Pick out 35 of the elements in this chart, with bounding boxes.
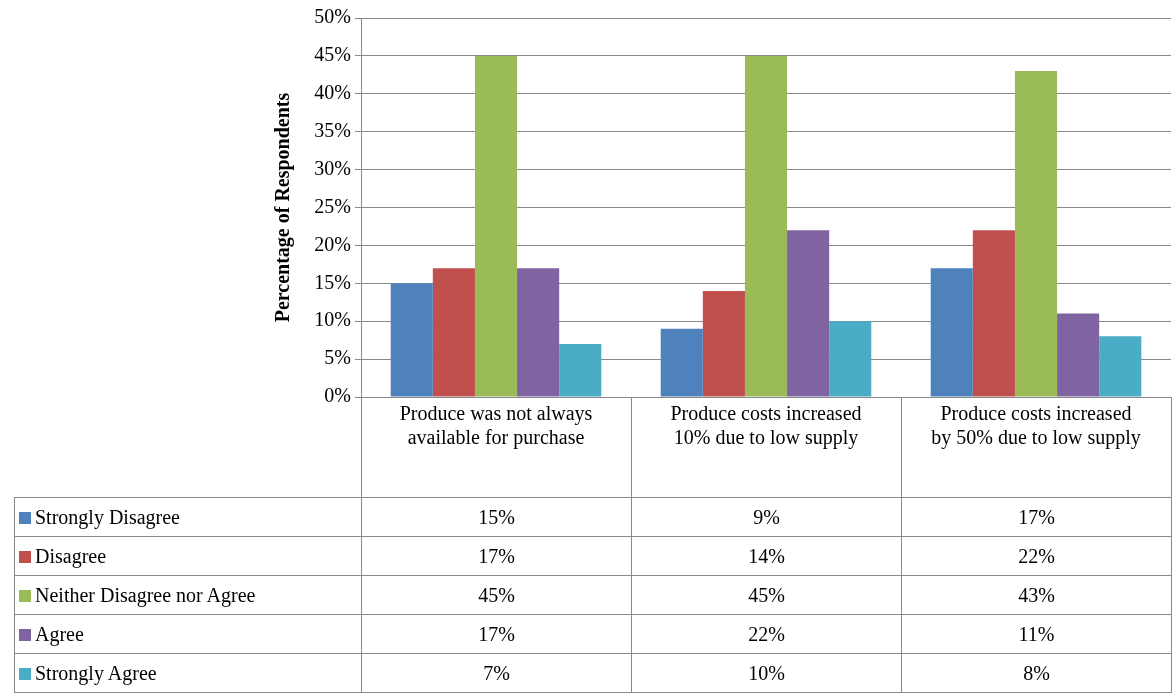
y-tick-label: 35% [314,118,351,141]
data-label: 14% [631,536,902,576]
y-tick-label: 20% [314,232,351,255]
data-label: 10% [631,653,902,693]
legend-label: Strongly Disagree [14,497,362,537]
data-label: 45% [361,575,632,615]
data-label: 22% [901,536,1172,576]
y-tick-label: 40% [314,81,351,104]
x-tick-label: Produce costs increased 10% due to low supply [670,402,862,450]
data-label: 17% [901,497,1172,537]
data-label: 22% [631,614,902,654]
data-label: 11% [901,614,1172,654]
legend-label: Agree [14,614,362,654]
data-label: 17% [361,614,632,654]
legend-label: Neither Disagree nor Agree [14,575,362,615]
y-tick-label: 25% [314,194,351,217]
y-tick-label: 5% [324,346,351,369]
data-label: 7% [361,653,632,693]
data-label: 8% [901,653,1172,693]
data-label: 43% [901,575,1172,615]
legend-label: Disagree [14,536,362,576]
y-tick-label: 15% [314,270,351,293]
data-label: 15% [361,497,632,537]
x-tick-label: Produce costs increased by 50% due to low supply [931,402,1141,450]
y-axis-title: Percentage of Respondents [271,92,295,323]
y-tick-label: 45% [314,43,351,66]
y-tick-label: 10% [314,308,351,331]
y-tick-label: 0% [324,384,351,407]
data-label: 45% [631,575,902,615]
legend-label: Strongly Agree [14,653,362,693]
y-tick-label: 50% [314,5,351,28]
y-tick-label: 30% [314,156,351,179]
data-label: 9% [631,497,902,537]
x-tick-label: Produce was not always available for purchase [399,402,593,450]
data-label: 17% [361,536,632,576]
